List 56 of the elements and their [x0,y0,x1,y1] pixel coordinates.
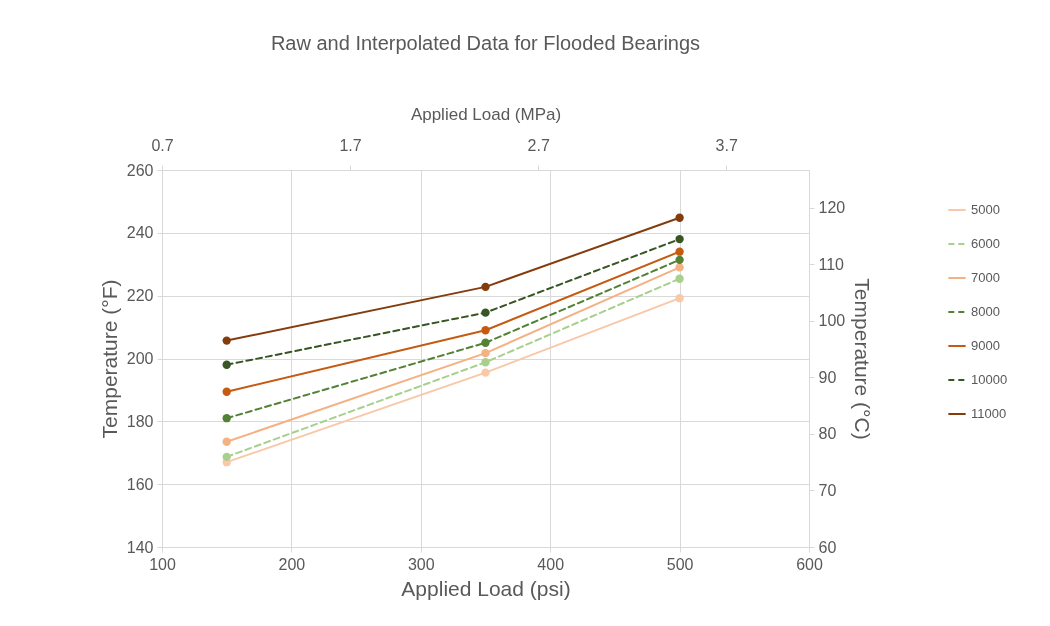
chart-title: Raw and Interpolated Data for Flooded Bearings [270,32,701,54]
point [675,263,684,272]
point [675,234,684,244]
point [222,387,231,396]
y2-tick-label: 70 [818,481,837,499]
x2-axis-title: Applied Load (MPa) [410,104,562,124]
y-tick-label: 200 [126,350,154,367]
x-tick-label: 500 [666,555,694,573]
y2-tick-label: 110 [818,255,845,273]
point [222,336,231,345]
legend-label: 5000 [971,202,1000,217]
y2-tick-label: 90 [818,368,837,386]
x-tick-label: 100 [149,555,176,573]
x-tick-label: 600 [796,555,823,573]
legend-label: 11000 [971,406,1007,421]
y2-tick-label: 120 [818,199,846,217]
legend-label: 10000 [971,372,1008,387]
point [481,282,490,292]
y-tick-label: 220 [126,287,154,305]
point [222,360,231,369]
point [481,368,490,377]
legend-label: 8000 [971,304,1000,319]
x-axis-title: Applied Load (psi) [401,576,571,600]
point [481,358,490,367]
x-tick-label: 300 [407,555,435,573]
y-tick-label: 240 [126,224,154,242]
point [675,274,684,283]
legend-label: 9000 [971,338,1000,353]
point [481,326,490,335]
y-tick-label: 160 [126,475,154,493]
point [222,414,231,423]
point [675,294,684,303]
x2-tick-label: 3.7 [715,136,738,154]
y2-tick-label: 80 [818,425,837,443]
x-tick-label: 400 [537,555,565,573]
y-axis-title: Temperature (°F) [97,279,121,439]
point [675,255,684,265]
y2-tick-label: 100 [818,312,846,330]
y-tick-label: 180 [126,412,154,430]
legend-label: 7000 [971,270,1000,285]
x2-tick-label: 1.7 [339,136,362,154]
point [481,348,490,358]
point [222,452,231,462]
x2-tick-label: 0.7 [151,136,174,154]
y-tick-label: 260 [126,161,154,179]
point [481,338,490,347]
legend-label: 6000 [971,236,1000,251]
point [675,213,684,222]
y2-tick-label: 60 [818,538,837,556]
point [675,247,684,256]
x-tick-label: 200 [278,555,306,573]
point [222,437,231,446]
point [481,308,490,317]
y-tick-label: 140 [126,538,154,556]
x2-tick-label: 2.7 [527,136,550,154]
y2-axis-title: Temperature (°C) [851,278,875,440]
